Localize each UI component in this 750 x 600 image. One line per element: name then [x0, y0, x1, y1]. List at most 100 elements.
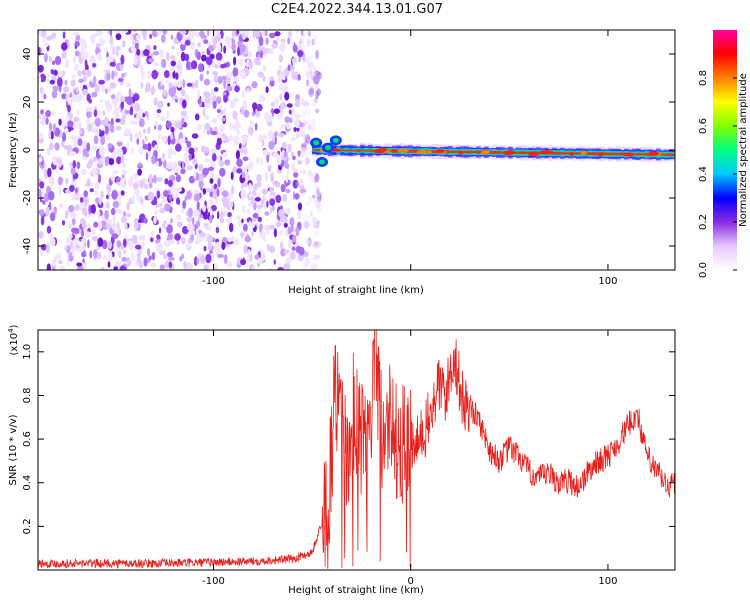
colorbar-tick-label: 0.6 [698, 118, 709, 134]
noise-speck [316, 186, 321, 193]
noise-speck [65, 209, 69, 219]
noise-speck [227, 237, 232, 243]
noise-speck [205, 253, 212, 264]
noise-speck [213, 183, 218, 190]
noise-speck [221, 117, 226, 122]
signal-band-cell [468, 150, 473, 154]
noise-speck [138, 234, 146, 241]
noise-speck [310, 263, 314, 270]
noise-speck [255, 30, 260, 38]
noise-speck [71, 218, 76, 226]
noise-speck [45, 244, 50, 254]
noise-speck [285, 188, 291, 194]
noise-speck [170, 133, 174, 141]
noise-speck [134, 220, 139, 230]
noise-speck [205, 146, 209, 152]
noise-speck [58, 185, 62, 196]
noise-speck [148, 174, 153, 184]
signal-band-cell [668, 153, 673, 156]
noise-speck [138, 108, 143, 118]
noise-speck [257, 71, 264, 78]
noise-speck [227, 135, 235, 142]
noise-speck [165, 79, 170, 84]
spectrogram-y-tick-label: 40 [22, 48, 33, 61]
noise-speck [251, 196, 255, 207]
spectrogram-y-axis: -40 -20 0 20 40 [22, 48, 675, 254]
noise-speck [137, 168, 143, 176]
noise-speck [288, 109, 292, 115]
noise-speck [259, 224, 262, 233]
noise-speck [311, 194, 316, 199]
signal-hot-spot [547, 150, 553, 155]
noise-speck [133, 172, 139, 180]
noise-speck [240, 258, 247, 266]
noise-speck [252, 30, 257, 39]
noise-speck [166, 110, 170, 120]
noise-speck [163, 253, 168, 260]
noise-speck [309, 172, 317, 183]
noise-speck [91, 167, 97, 177]
noise-speck [238, 58, 244, 67]
noise-speck [179, 137, 186, 144]
noise-speck [75, 121, 82, 129]
noise-speck [182, 78, 186, 89]
snr-x-tick-label: 0 [408, 576, 414, 587]
noise-speck [221, 75, 227, 81]
noise-speck [91, 235, 98, 242]
noise-speck [91, 33, 97, 39]
noise-speck [296, 30, 300, 34]
noise-speck [40, 109, 44, 115]
noise-speck [216, 137, 222, 146]
noise-speck [212, 71, 219, 76]
noise-speck [307, 61, 315, 70]
noise-speck [130, 147, 134, 155]
noise-speck [195, 239, 199, 246]
noise-speck [277, 75, 283, 84]
noise-speck [105, 194, 109, 200]
noise-speck [125, 82, 132, 88]
noise-speck [247, 51, 253, 58]
noise-speck [147, 126, 151, 135]
noise-speck [299, 178, 304, 187]
noise-speck [113, 149, 117, 156]
noise-speck [81, 251, 87, 258]
noise-speck [156, 242, 163, 253]
noise-speck [275, 194, 282, 204]
noise-speck [303, 213, 310, 223]
noise-speck [313, 222, 320, 229]
noise-speck [126, 141, 130, 152]
noise-speck [73, 227, 80, 235]
noise-speck [97, 174, 102, 184]
noise-speck [302, 102, 306, 109]
noise-speck [115, 118, 121, 123]
noise-speck [291, 246, 296, 251]
noise-speck [66, 41, 70, 50]
noise-speck [138, 147, 144, 155]
noise-speck [110, 207, 116, 216]
noise-speck [213, 87, 219, 92]
noise-speck [40, 215, 45, 226]
noise-speck [80, 168, 87, 175]
noise-speck [38, 47, 41, 56]
noise-speck [160, 116, 166, 122]
noise-speck [83, 262, 87, 270]
noise-speck [51, 259, 56, 268]
noise-speck [291, 151, 295, 157]
noise-speck [199, 73, 204, 82]
noise-speck [184, 114, 190, 121]
noise-speck [107, 261, 111, 268]
noise-speck [204, 122, 211, 130]
noise-speck [142, 71, 145, 76]
noise-speck [234, 85, 240, 93]
noise-speck [102, 110, 106, 117]
noise-speck [315, 49, 319, 60]
noise-speck [86, 118, 90, 125]
noise-speck [276, 36, 281, 42]
noise-speck [198, 164, 203, 172]
noise-speck [293, 42, 296, 52]
noise-speck [305, 69, 310, 79]
noise-speck [88, 204, 92, 215]
noise-speck [115, 50, 119, 57]
noise-speck [61, 93, 67, 100]
noise-speck [218, 102, 222, 110]
